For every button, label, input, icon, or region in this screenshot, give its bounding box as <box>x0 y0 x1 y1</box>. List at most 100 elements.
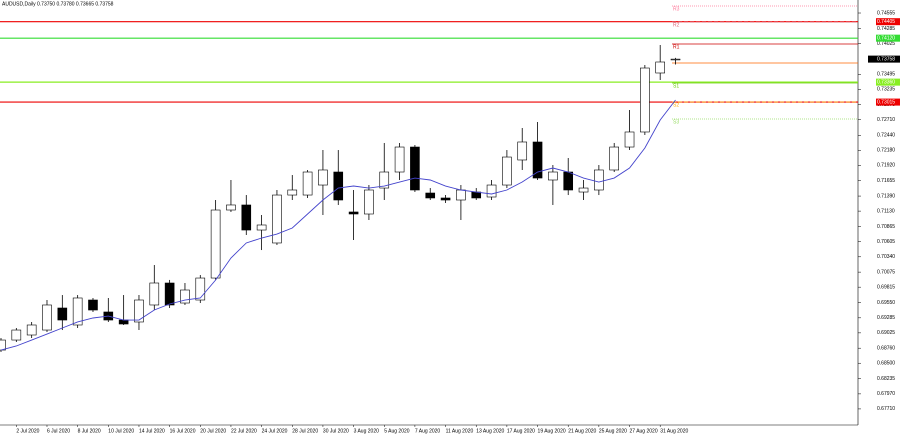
candle-body <box>302 171 313 196</box>
level-label-box <box>876 18 900 26</box>
candle-body <box>57 307 68 321</box>
x-tick-label: 21 Aug 2020 <box>568 428 596 434</box>
candle-body <box>456 189 466 201</box>
level-label: 0.73015 <box>877 99 895 105</box>
pivot-label: S3 <box>673 119 679 125</box>
x-tick-label: 17 Aug 2020 <box>507 428 535 434</box>
y-tick-label: 0.72440 <box>877 133 895 139</box>
y-tick-label: 0.71390 <box>877 193 895 199</box>
y-tick-label: 0.68235 <box>877 376 895 382</box>
y-tick-label: 0.70075 <box>877 269 895 275</box>
x-tick-label: 31 Aug 2020 <box>660 428 688 434</box>
candle-body <box>379 171 390 189</box>
level-label: 0.74120 <box>877 36 895 42</box>
candle-body <box>226 204 236 211</box>
candle-body <box>425 192 436 199</box>
candle-body <box>348 211 359 215</box>
x-tick-label: 6 Jul 2020 <box>47 428 70 434</box>
candle-body <box>670 58 681 61</box>
y-tick-label: 0.73495 <box>877 72 895 78</box>
candle-body <box>486 184 497 198</box>
y-tick-label: 0.70340 <box>877 254 895 260</box>
y-tick-label: 0.69815 <box>877 284 895 290</box>
y-tick-label: 0.73235 <box>877 87 895 93</box>
candle-body <box>532 141 543 179</box>
pivot-label: R3 <box>673 6 680 12</box>
x-tick-label: 7 Aug 2020 <box>415 428 441 434</box>
x-tick-label: 13 Aug 2020 <box>476 428 504 434</box>
candle-body <box>256 224 267 231</box>
level-label: 0.74405 <box>877 19 895 25</box>
x-tick-label: 25 Aug 2020 <box>599 428 627 434</box>
candle-body <box>11 329 22 341</box>
candle-body <box>149 282 160 306</box>
candle-body <box>394 146 405 173</box>
x-tick-label: 2 Jul 2020 <box>16 428 39 434</box>
x-tick-label: 30 Jul 2020 <box>323 428 349 434</box>
y-tick-label: 0.71655 <box>877 178 895 184</box>
candle-body <box>0 339 6 351</box>
candle-body <box>164 282 175 306</box>
candle-body <box>272 194 282 244</box>
candle-body <box>624 131 635 148</box>
level-label-box <box>876 78 900 86</box>
x-tick-label: 20 Jul 2020 <box>200 428 226 434</box>
x-tick-label: 28 Jul 2020 <box>292 428 318 434</box>
candle-body <box>563 171 574 191</box>
candle-body <box>72 297 83 326</box>
y-tick-label: 0.69550 <box>877 300 895 306</box>
y-tick-label: 0.70605 <box>877 239 895 245</box>
x-tick-label: 22 Jul 2020 <box>231 428 257 434</box>
candle-body <box>118 319 129 325</box>
y-tick-label: 0.69025 <box>877 330 895 336</box>
level-label-box <box>876 98 900 106</box>
candle-body <box>333 171 344 201</box>
pivot-label: R2 <box>673 22 680 28</box>
x-tick-label: 3 Aug 2020 <box>354 428 380 434</box>
y-tick-label: 0.68760 <box>877 346 895 352</box>
y-tick-label: 0.67710 <box>877 406 895 412</box>
y-tick-label: 0.71920 <box>877 163 895 169</box>
candle-body <box>195 277 206 301</box>
y-tick-label: 0.74285 <box>877 26 895 32</box>
x-tick-label: 5 Aug 2020 <box>384 428 410 434</box>
candle-body <box>578 187 589 193</box>
candle-body <box>594 169 604 191</box>
y-tick-label: 0.67970 <box>877 391 895 397</box>
candle-body <box>134 299 144 323</box>
candle-body <box>609 146 620 171</box>
candle-body <box>640 67 650 133</box>
pivot-label: S2 <box>673 102 679 108</box>
candle-body <box>241 204 252 231</box>
candle-body <box>655 61 665 74</box>
candle-body <box>364 189 374 215</box>
moving-average <box>0 99 676 351</box>
pivot-label: R1 <box>673 44 680 50</box>
candle-body <box>548 171 558 181</box>
y-tick-label: 0.72710 <box>877 117 895 123</box>
x-tick-label: 19 Aug 2020 <box>538 428 566 434</box>
candle-body <box>410 146 420 191</box>
candle-body <box>502 156 512 186</box>
candle-body <box>88 299 98 311</box>
level-label-box <box>876 34 900 42</box>
y-tick-label: 0.74555 <box>877 10 895 16</box>
current-price-box <box>868 55 900 63</box>
candle-body <box>440 197 451 201</box>
y-tick-label: 0.72180 <box>877 148 895 154</box>
level-label: 0.73360 <box>877 79 895 85</box>
pivot-label: S1 <box>673 83 679 89</box>
x-tick-label: 24 Jul 2020 <box>262 428 288 434</box>
y-tick-label: 0.71130 <box>877 208 895 214</box>
x-tick-label: 16 Jul 2020 <box>170 428 196 434</box>
x-tick-label: 11 Aug 2020 <box>446 428 474 434</box>
candle-body <box>42 304 52 331</box>
candle-body <box>210 209 221 279</box>
x-tick-label: 27 Aug 2020 <box>630 428 658 434</box>
x-tick-label: 8 Jul 2020 <box>78 428 101 434</box>
candle-body <box>517 141 528 161</box>
candle-body <box>287 189 298 196</box>
current-price-label: 0.73758 <box>877 56 895 62</box>
y-tick-label: 0.68500 <box>877 361 895 367</box>
